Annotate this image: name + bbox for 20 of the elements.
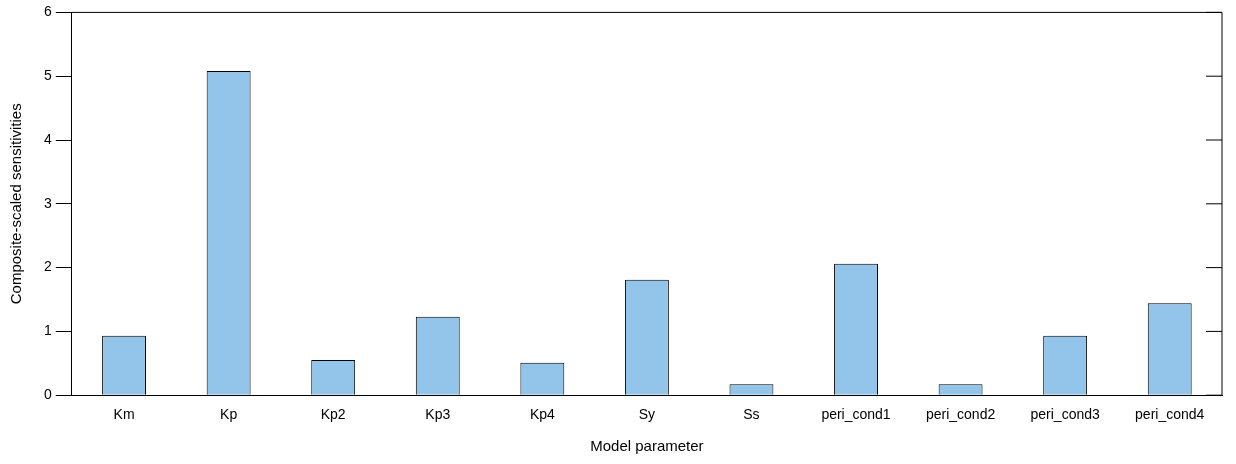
x-tick-label: Ss bbox=[743, 406, 760, 423]
y-tick-label: 5 bbox=[43, 67, 52, 84]
x-tick-label: peri_cond2 bbox=[925, 406, 996, 423]
y-tick-label: 2 bbox=[43, 258, 52, 275]
x-tick-label: Sy bbox=[638, 406, 656, 423]
x-tick-label: Kp2 bbox=[320, 406, 346, 423]
y-tick-label: 1 bbox=[43, 322, 52, 339]
y-tick-label: 4 bbox=[43, 130, 52, 147]
x-tick-label: Kp3 bbox=[425, 406, 451, 423]
x-tick-label: peri_cond4 bbox=[1135, 406, 1205, 423]
x-tick-label: peri_cond1 bbox=[821, 406, 891, 423]
x-tick-label: peri_cond3 bbox=[1030, 406, 1100, 423]
x-tick-label: Kp4 bbox=[529, 406, 555, 423]
y-tick-label: 0 bbox=[43, 386, 52, 403]
x-tick-label: Kp bbox=[220, 406, 238, 423]
x-tick-label: Km bbox=[113, 406, 135, 423]
x-axis-title: Model parameter bbox=[590, 437, 704, 455]
y-tick-label: 3 bbox=[43, 194, 52, 211]
y-axis-title: Composite-scaled sensitivities bbox=[7, 103, 25, 305]
y-tick-label: 6 bbox=[43, 3, 52, 20]
